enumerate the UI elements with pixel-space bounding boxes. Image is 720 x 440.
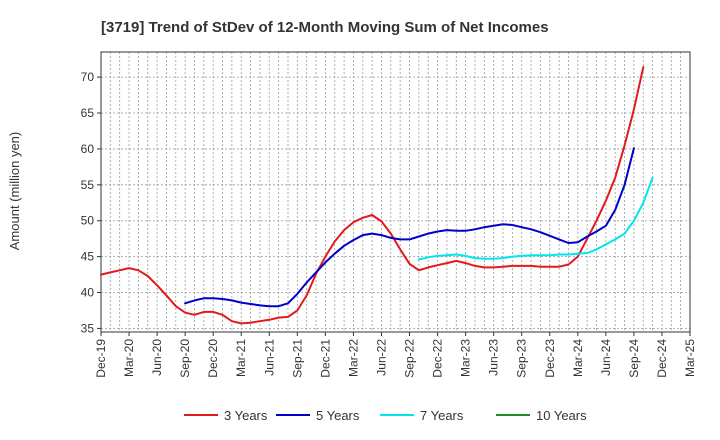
x-axis: Dec-19 Mar-20 Jun-20 Sep-20 Dec-20 Mar-21 Jun-… — [94, 332, 697, 378]
x-tick-label: Jun-20 — [150, 339, 164, 376]
x-tick-label: Jun-23 — [487, 339, 501, 376]
x-tick-label: Mar-24 — [571, 339, 585, 377]
x-tick-label: Jun-22 — [374, 339, 388, 376]
x-tick-label: Dec-20 — [206, 339, 220, 378]
x-tick-label: Sep-20 — [178, 339, 192, 378]
x-tick-label: Dec-23 — [543, 339, 557, 378]
legend-label: 5 Years — [316, 408, 360, 423]
series-line-3-years — [100, 66, 645, 325]
y-tick-label: 50 — [81, 214, 95, 228]
y-tick-label: 70 — [81, 70, 95, 84]
legend-label: 3 Years — [224, 408, 268, 423]
plot-frame — [100, 51, 691, 333]
x-tick-label: Dec-24 — [655, 339, 669, 378]
legend-label: 7 Years — [420, 408, 464, 423]
series-layer — [100, 66, 654, 325]
y-tick-label: 55 — [81, 178, 95, 192]
x-tick-label: Mar-23 — [459, 339, 473, 377]
legend-label: 10 Years — [536, 408, 587, 423]
chart-title: [3719] Trend of StDev of 12-Month Moving… — [101, 19, 549, 36]
legend: 3 Years 5 Years 7 Years 10 Years — [184, 408, 587, 423]
series-line-5-years — [184, 147, 635, 308]
x-tick-label: Mar-21 — [234, 339, 248, 377]
x-tick-label: Mar-20 — [122, 339, 136, 377]
x-tick-label: Mar-25 — [683, 339, 697, 377]
grid — [100, 52, 691, 332]
x-tick-label: Jun-24 — [599, 339, 613, 376]
y-tick-label: 40 — [81, 286, 95, 300]
y-axis-label: Amount (million yen) — [7, 132, 22, 251]
x-tick-label: Sep-23 — [515, 339, 529, 378]
y-axis: 35 40 45 50 55 60 65 70 — [81, 70, 101, 335]
x-tick-label: Mar-22 — [346, 339, 360, 377]
x-tick-label: Dec-19 — [94, 339, 108, 378]
x-tick-label: Sep-24 — [627, 339, 641, 378]
y-tick-label: 45 — [81, 250, 95, 264]
x-tick-label: Dec-21 — [318, 339, 332, 378]
x-tick-label: Sep-21 — [290, 339, 304, 378]
x-tick-label: Sep-22 — [403, 339, 417, 378]
x-tick-label: Dec-22 — [431, 339, 445, 378]
y-tick-label: 60 — [81, 142, 95, 156]
y-tick-label: 65 — [81, 106, 95, 120]
y-tick-label: 35 — [81, 321, 95, 335]
series-line-7-years — [417, 176, 654, 261]
x-tick-label: Jun-21 — [262, 339, 276, 376]
